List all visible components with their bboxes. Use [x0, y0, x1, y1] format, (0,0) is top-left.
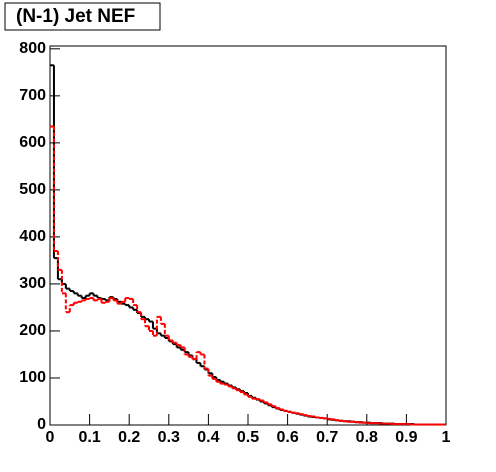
x-tick-label: 0.4: [197, 429, 219, 446]
y-tick-label: 0: [37, 416, 46, 433]
title-box: [4, 2, 161, 31]
y-tick-label: 700: [19, 87, 46, 104]
x-tick-label: 0.3: [158, 429, 180, 446]
x-tick-label: 0.7: [316, 429, 338, 446]
x-tick-label: 0.2: [118, 429, 140, 446]
x-tick-label: 1: [442, 429, 451, 446]
y-tick-label: 300: [19, 275, 46, 292]
x-tick-label: 0.5: [237, 429, 259, 446]
y-tick-label: 100: [19, 369, 46, 386]
x-tick-label: 0.9: [395, 429, 417, 446]
x-tick-label: 0: [46, 429, 55, 446]
chart-title: (N-1) Jet NEF: [16, 6, 135, 27]
y-tick-label: 500: [19, 181, 46, 198]
y-tick-label: 600: [19, 134, 46, 151]
plot-frame: [49, 45, 447, 426]
x-tick-label: 0.6: [276, 429, 298, 446]
y-tick-label: 400: [19, 228, 46, 245]
x-tick-label: 0.8: [356, 429, 378, 446]
y-tick-label: 200: [19, 322, 46, 339]
y-tick-label: 800: [19, 40, 46, 57]
x-tick-label: 0.1: [78, 429, 100, 446]
